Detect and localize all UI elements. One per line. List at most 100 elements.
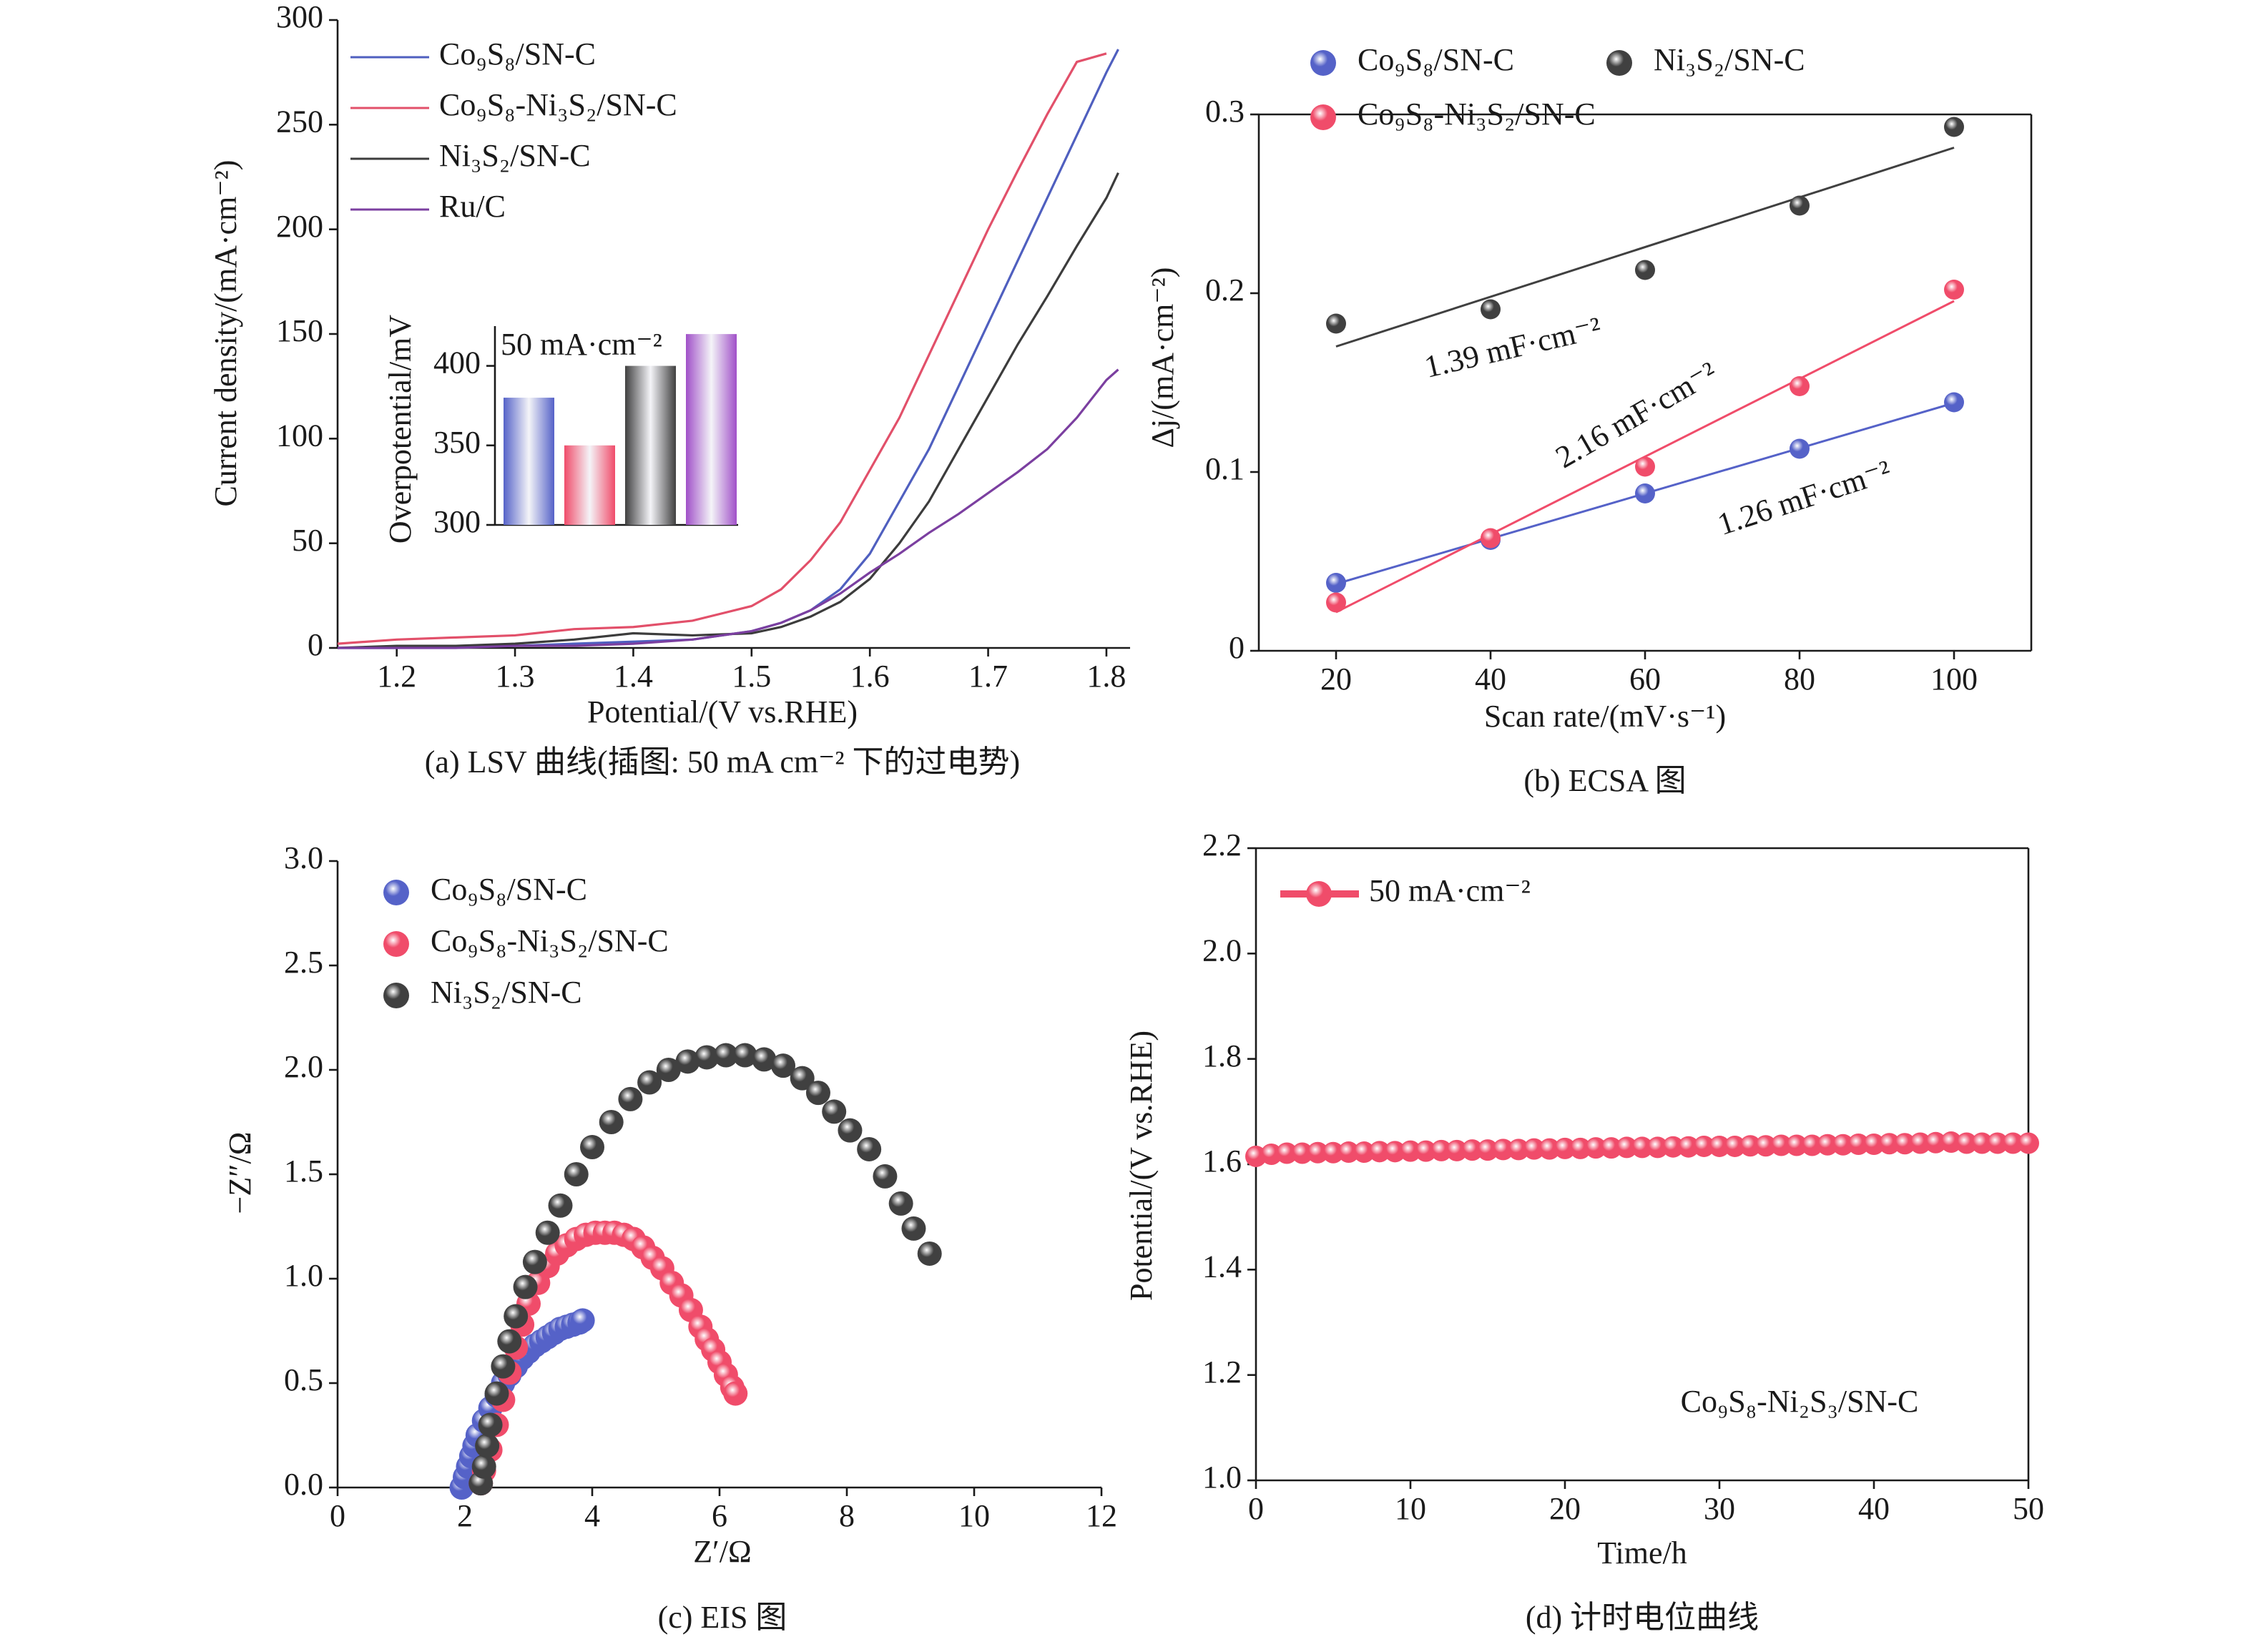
marker bbox=[1322, 1141, 1344, 1164]
y-axis-label: −Z″/Ω bbox=[222, 1132, 257, 1214]
point bbox=[901, 1216, 926, 1241]
y-tick-label: 350 bbox=[433, 425, 481, 460]
y-tick-label: 0 bbox=[308, 627, 323, 662]
marker bbox=[1677, 1136, 1699, 1158]
x-tick-label: 1.8 bbox=[1086, 659, 1126, 694]
point bbox=[1944, 392, 1964, 413]
x-tick-label: 4 bbox=[584, 1498, 600, 1533]
legend-label: Co₉S₈-Ni₃S₂/SN-C bbox=[439, 87, 677, 122]
x-axis-label: Time/h bbox=[1597, 1535, 1687, 1570]
point bbox=[504, 1304, 529, 1329]
point bbox=[752, 1047, 777, 1072]
y-tick-label: 1.0 bbox=[1202, 1460, 1242, 1495]
point bbox=[564, 1162, 589, 1186]
point bbox=[656, 1058, 681, 1082]
marker bbox=[1739, 1135, 1762, 1157]
point bbox=[888, 1191, 913, 1216]
point bbox=[917, 1241, 942, 1266]
marker bbox=[1368, 1141, 1390, 1163]
y-tick-label: 150 bbox=[276, 313, 323, 348]
caption: (b) ECSA 图 bbox=[1523, 763, 1686, 798]
marker bbox=[1445, 1139, 1468, 1161]
legend-label: Ru/C bbox=[439, 189, 506, 224]
point bbox=[790, 1066, 815, 1091]
y-tick-label: 1.0 bbox=[284, 1258, 323, 1293]
x-tick-label: 80 bbox=[1784, 662, 1815, 697]
legend-label: Co₉S₈/SN-C bbox=[439, 36, 596, 72]
legend-label: Ni₃S₂/SN-C bbox=[431, 975, 582, 1010]
marker bbox=[1940, 1131, 1962, 1154]
marker bbox=[1631, 1136, 1653, 1159]
point bbox=[732, 1043, 757, 1068]
marker bbox=[1986, 1132, 2008, 1154]
y-tick-label: 1.6 bbox=[1202, 1144, 1242, 1179]
marker bbox=[1693, 1135, 1715, 1157]
point bbox=[637, 1070, 662, 1095]
marker bbox=[1291, 1142, 1313, 1164]
point bbox=[513, 1274, 538, 1299]
annotation: Co₉S₈-Ni₂S₃/SN-C bbox=[1681, 1384, 1919, 1419]
legend-swatch bbox=[383, 931, 409, 957]
marker bbox=[1415, 1140, 1437, 1162]
x-tick-label: 0 bbox=[330, 1498, 345, 1533]
bar bbox=[504, 398, 554, 525]
legend-label: Co₉S₈/SN-C bbox=[1358, 42, 1514, 77]
point bbox=[548, 1193, 573, 1218]
legend-swatch bbox=[383, 983, 409, 1008]
marker bbox=[1616, 1136, 1638, 1159]
marker bbox=[1894, 1133, 1916, 1155]
marker bbox=[1508, 1139, 1530, 1161]
legend-swatch bbox=[1306, 881, 1332, 907]
x-tick-label: 2 bbox=[457, 1498, 473, 1533]
panel: 0 50 100 150 200 250 300 1.2 1.3 1.4 1.5 1.6 1.7 1.8 (… bbox=[208, 0, 1130, 780]
y-tick-label: 300 bbox=[433, 504, 481, 539]
y-tick-label: 3.0 bbox=[284, 840, 323, 875]
x-tick-label: 100 bbox=[1930, 662, 1978, 697]
marker bbox=[2018, 1132, 2039, 1154]
x-tick-label: 1.7 bbox=[968, 659, 1008, 694]
point bbox=[475, 1433, 500, 1458]
point bbox=[857, 1136, 882, 1161]
point bbox=[1790, 376, 1810, 396]
marker bbox=[1878, 1133, 1900, 1155]
point bbox=[1481, 528, 1501, 549]
legend-swatch bbox=[1606, 50, 1632, 76]
caption: (c) EIS 图 bbox=[658, 1600, 787, 1635]
x-tick-label: 1.3 bbox=[496, 659, 535, 694]
point bbox=[1635, 483, 1655, 503]
marker bbox=[1863, 1134, 1885, 1156]
x-axis-label: Scan rate/(mV·s⁻¹) bbox=[1484, 699, 1726, 734]
marker bbox=[1430, 1139, 1453, 1161]
x-tick-label: 1.4 bbox=[614, 659, 653, 694]
panel: 0 0.1 0.2 0.3 20 40 60 80 100 (b) ECSA 图 Scan rate… bbox=[1145, 42, 2033, 798]
y-tick-label: 0 bbox=[1229, 630, 1245, 665]
point bbox=[535, 1220, 560, 1245]
point bbox=[1326, 592, 1346, 613]
y-axis-label: Δj/(mA·cm⁻²) bbox=[1145, 267, 1180, 448]
series-line bbox=[337, 52, 1107, 645]
point bbox=[478, 1412, 503, 1437]
x-tick-label: 10 bbox=[1395, 1491, 1426, 1526]
marker bbox=[1523, 1138, 1545, 1160]
marker bbox=[1955, 1132, 1978, 1154]
point bbox=[1790, 438, 1810, 459]
marker bbox=[1400, 1140, 1421, 1162]
point bbox=[1635, 260, 1655, 280]
marker bbox=[1754, 1135, 1777, 1157]
marker bbox=[1585, 1137, 1607, 1159]
point bbox=[1635, 456, 1655, 477]
y-tick-label: 2.2 bbox=[1202, 827, 1242, 862]
y-tick-label: 0.2 bbox=[1205, 272, 1245, 308]
point bbox=[491, 1354, 516, 1379]
y-axis-label: Potential/(V vs.RHE) bbox=[1124, 1031, 1159, 1301]
x-tick-label: 30 bbox=[1704, 1491, 1735, 1526]
point bbox=[471, 1454, 496, 1479]
x-tick-label: 40 bbox=[1475, 662, 1506, 697]
y-axis-label: Current density/(mA·cm⁻²) bbox=[208, 160, 243, 507]
point bbox=[618, 1086, 643, 1111]
marker bbox=[1461, 1139, 1483, 1161]
y-tick-label: 0.1 bbox=[1205, 451, 1245, 486]
y-tick-label: 300 bbox=[276, 0, 323, 34]
marker bbox=[2002, 1132, 2024, 1154]
legend-swatch bbox=[1310, 104, 1336, 130]
